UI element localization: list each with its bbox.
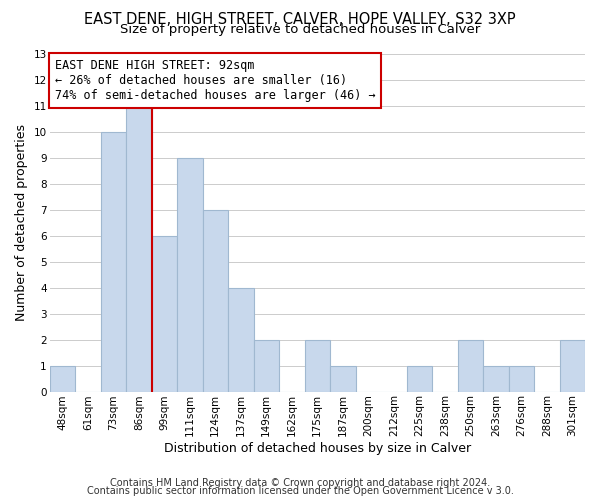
Bar bbox=[126, 106, 152, 392]
Bar bbox=[254, 340, 279, 392]
Bar bbox=[50, 366, 75, 392]
Bar bbox=[560, 340, 585, 392]
Y-axis label: Number of detached properties: Number of detached properties bbox=[15, 124, 28, 322]
X-axis label: Distribution of detached houses by size in Calver: Distribution of detached houses by size … bbox=[164, 442, 471, 455]
Bar bbox=[407, 366, 432, 392]
Bar bbox=[305, 340, 330, 392]
Bar bbox=[483, 366, 509, 392]
Bar bbox=[101, 132, 126, 392]
Text: EAST DENE, HIGH STREET, CALVER, HOPE VALLEY, S32 3XP: EAST DENE, HIGH STREET, CALVER, HOPE VAL… bbox=[84, 12, 516, 28]
Text: Contains HM Land Registry data © Crown copyright and database right 2024.: Contains HM Land Registry data © Crown c… bbox=[110, 478, 490, 488]
Text: Size of property relative to detached houses in Calver: Size of property relative to detached ho… bbox=[120, 22, 480, 36]
Bar bbox=[177, 158, 203, 392]
Text: EAST DENE HIGH STREET: 92sqm
← 26% of detached houses are smaller (16)
74% of se: EAST DENE HIGH STREET: 92sqm ← 26% of de… bbox=[55, 59, 376, 102]
Bar bbox=[458, 340, 483, 392]
Bar bbox=[203, 210, 228, 392]
Bar bbox=[509, 366, 534, 392]
Bar bbox=[228, 288, 254, 392]
Text: Contains public sector information licensed under the Open Government Licence v : Contains public sector information licen… bbox=[86, 486, 514, 496]
Bar bbox=[152, 236, 177, 392]
Bar bbox=[330, 366, 356, 392]
